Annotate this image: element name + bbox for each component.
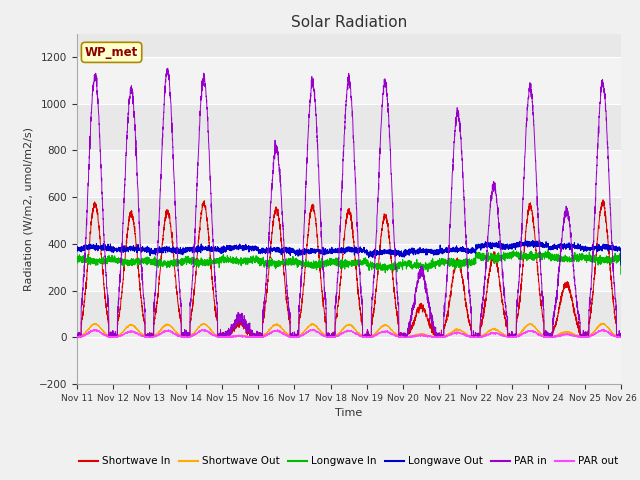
Title: Solar Radiation: Solar Radiation [291, 15, 407, 30]
Bar [77, 150, 621, 197]
Bar [77, 57, 621, 104]
Text: WP_met: WP_met [85, 46, 138, 59]
X-axis label: Time: Time [335, 408, 362, 418]
Y-axis label: Radiation (W/m2, umol/m2/s): Radiation (W/m2, umol/m2/s) [23, 127, 33, 291]
Legend: Shortwave In, Shortwave Out, Longwave In, Longwave Out, PAR in, PAR out: Shortwave In, Shortwave Out, Longwave In… [76, 452, 622, 470]
Bar [77, 337, 621, 384]
Bar [77, 244, 621, 290]
